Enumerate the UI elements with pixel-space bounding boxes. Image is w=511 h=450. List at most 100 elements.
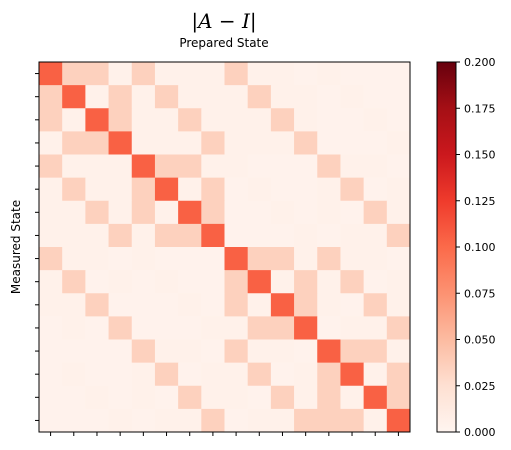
heatmap-cell <box>224 362 249 387</box>
heatmap-cell <box>270 200 295 225</box>
heatmap-cell <box>247 177 272 202</box>
heatmap-cell <box>62 223 86 248</box>
heatmap-cell <box>62 85 86 109</box>
heatmap-cell <box>154 131 179 155</box>
heatmap-cell <box>108 108 133 132</box>
heatmap-cell <box>131 247 156 271</box>
heatmap-cell <box>363 131 388 155</box>
heatmap-cell <box>294 293 318 317</box>
heatmap-cell <box>131 316 156 340</box>
heatmap-cell <box>340 385 365 410</box>
heatmap-cell <box>340 200 365 225</box>
heatmap-cell <box>247 408 272 433</box>
heatmap-cell <box>62 247 86 271</box>
heatmap-cell <box>386 154 411 179</box>
heatmap-cell <box>294 339 318 364</box>
heatmap-cell <box>270 293 295 317</box>
heatmap-cell <box>85 408 109 433</box>
heatmap-cell <box>62 316 86 340</box>
heatmap-cell <box>201 339 225 364</box>
heatmap-cell <box>201 177 225 202</box>
heatmap-cell <box>386 339 411 364</box>
heatmap-cell <box>178 154 202 179</box>
colorbar <box>436 61 457 433</box>
heatmap-cell <box>39 385 63 410</box>
heatmap-cell <box>317 177 341 202</box>
heatmap-cell <box>386 223 411 248</box>
heatmap-cell <box>340 408 365 433</box>
heatmap-cell <box>340 362 365 387</box>
heatmap-cell <box>178 108 202 132</box>
heatmap-cell <box>317 108 341 132</box>
heatmap-cell <box>131 62 156 86</box>
heatmap-cell <box>201 247 225 271</box>
heatmap-cell <box>178 177 202 202</box>
heatmap-cell <box>108 131 133 155</box>
heatmap-cell <box>62 293 86 317</box>
heatmap-cell <box>62 270 86 294</box>
heatmap-cell <box>224 108 249 132</box>
heatmap-cell <box>386 408 411 433</box>
heatmap-cell <box>224 85 249 109</box>
heatmap-cell <box>85 362 109 387</box>
heatmap-cell <box>85 131 109 155</box>
heatmap-cell <box>62 362 86 387</box>
chart-subtitle: Prepared State <box>179 36 268 50</box>
heatmap-cell <box>108 293 133 317</box>
heatmap-cell <box>340 108 365 132</box>
heatmap-cell <box>39 154 63 179</box>
heatmap-cell <box>178 85 202 109</box>
heatmap-cell <box>247 270 272 294</box>
heatmap-cell <box>294 316 318 340</box>
heatmap-cell <box>317 270 341 294</box>
heatmap-cell <box>247 223 272 248</box>
heatmap-cell <box>178 316 202 340</box>
heatmap-cell <box>39 408 63 433</box>
heatmap-cell <box>294 385 318 410</box>
heatmap-cell <box>386 62 411 86</box>
heatmap-cell <box>270 270 295 294</box>
heatmap-cell <box>270 85 295 109</box>
heatmap-cell <box>154 154 179 179</box>
heatmap-cell <box>294 62 318 86</box>
heatmap-cell <box>85 247 109 271</box>
heatmap-cell <box>224 200 249 225</box>
heatmap-cell <box>247 85 272 109</box>
heatmap-cell <box>154 62 179 86</box>
heatmap-cell <box>62 62 86 86</box>
heatmap-cell <box>270 385 295 410</box>
heatmap-cell <box>363 316 388 340</box>
heatmap-cell <box>39 247 63 271</box>
heatmap-cell <box>317 339 341 364</box>
colorbar-tick-label: 0.100 <box>464 241 496 254</box>
heatmap-cell <box>247 62 272 86</box>
heatmap-cell <box>317 385 341 410</box>
heatmap-cell <box>224 293 249 317</box>
heatmap-cell <box>178 270 202 294</box>
heatmap-cell <box>247 200 272 225</box>
heatmap-cell <box>62 200 86 225</box>
heatmap-cell <box>340 339 365 364</box>
heatmap-cell <box>247 385 272 410</box>
heatmap-cell <box>39 131 63 155</box>
heatmap-cell <box>131 200 156 225</box>
heatmap-cell <box>317 131 341 155</box>
heatmap-cell <box>39 316 63 340</box>
heatmap-cell <box>108 316 133 340</box>
heatmap-cell <box>108 385 133 410</box>
heatmap-cell <box>178 131 202 155</box>
heatmap-cell <box>201 62 225 86</box>
heatmap-cell <box>386 108 411 132</box>
heatmap-cell <box>340 223 365 248</box>
heatmap-cell <box>201 408 225 433</box>
heatmap-cell <box>363 270 388 294</box>
heatmap-cell <box>270 408 295 433</box>
heatmap-cell <box>363 108 388 132</box>
heatmap-cell <box>178 385 202 410</box>
heatmap-cell <box>270 316 295 340</box>
heatmap-cell <box>154 316 179 340</box>
heatmap-cell <box>386 316 411 340</box>
heatmap-cell <box>131 108 156 132</box>
heatmap-cell <box>317 154 341 179</box>
heatmap-cell <box>270 223 295 248</box>
